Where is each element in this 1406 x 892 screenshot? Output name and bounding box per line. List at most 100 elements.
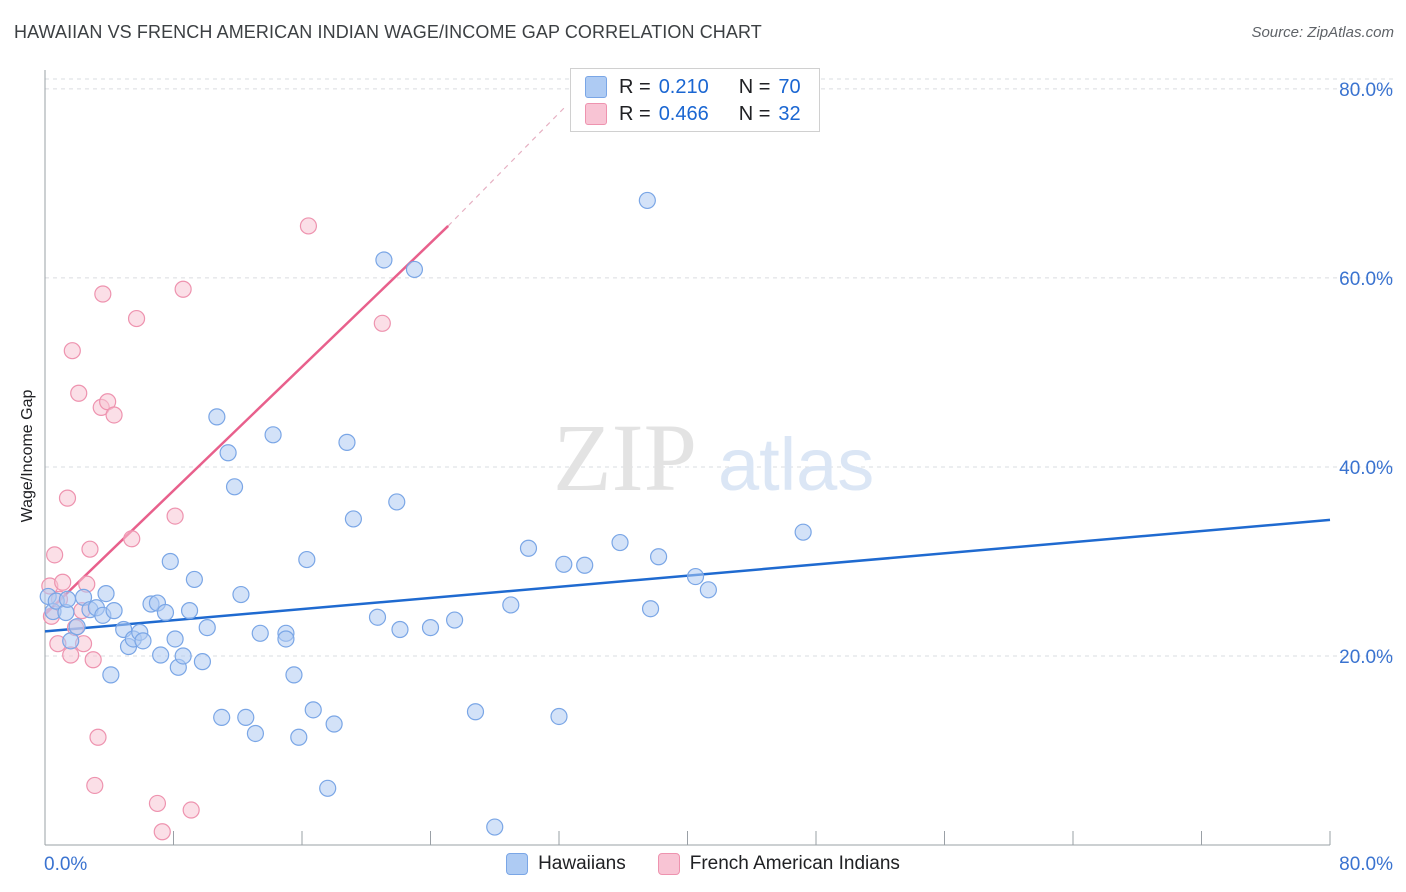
data-point-hawaiians	[641, 600, 660, 618]
data-point-hawaiians	[251, 624, 269, 642]
data-point-hawaiians	[375, 251, 393, 269]
data-point-french-american-indians	[94, 285, 112, 303]
data-point-hawaiians	[180, 602, 199, 620]
r-label: R =	[619, 75, 651, 98]
data-point-hawaiians	[264, 426, 282, 444]
data-point-hawaiians	[368, 608, 387, 626]
data-point-hawaiians	[576, 556, 594, 574]
y-tick-label: 60.0%	[1339, 269, 1393, 290]
data-point-french-american-indians	[174, 280, 192, 298]
data-point-hawaiians	[519, 539, 538, 557]
watermark-logo: ZIP atlas	[553, 404, 874, 511]
series-french-american-indians-points	[41, 217, 391, 841]
r-value: 0.466	[658, 102, 709, 125]
data-point-hawaiians	[421, 619, 440, 637]
data-point-french-american-indians	[153, 823, 171, 841]
french-american-indians-trend-extension	[447, 104, 568, 227]
data-point-french-american-indians	[46, 546, 64, 564]
data-point-french-american-indians	[58, 489, 77, 507]
correlation-legend: R = 0.210 N = 70 R = 0.466 N = 32	[570, 68, 820, 132]
data-point-hawaiians	[152, 646, 170, 664]
data-point-hawaiians	[208, 408, 226, 426]
data-point-hawaiians	[555, 555, 573, 573]
hawaiians-swatch	[585, 76, 607, 98]
chart-title: HAWAIIAN VS FRENCH AMERICAN INDIAN WAGE/…	[14, 22, 762, 42]
data-point-hawaiians	[232, 585, 250, 604]
series-hawaiians-points	[39, 191, 812, 836]
data-point-hawaiians	[502, 596, 520, 614]
y-tick-label: 40.0%	[1339, 458, 1393, 479]
n-value: 32	[778, 102, 801, 125]
data-point-hawaiians	[134, 632, 152, 650]
data-point-hawaiians	[213, 708, 231, 727]
x-tick-labels: 0.0% 80.0%	[44, 854, 1393, 875]
data-point-french-american-indians	[86, 776, 104, 795]
data-point-french-american-indians	[54, 573, 72, 591]
data-point-hawaiians	[304, 701, 322, 719]
n-value: 70	[778, 75, 801, 98]
y-tick-labels: 20.0% 40.0% 60.0% 80.0%	[1339, 80, 1393, 668]
data-point-hawaiians	[649, 548, 668, 566]
y-tick-label: 80.0%	[1339, 80, 1393, 101]
watermark-zip: ZIP	[553, 404, 697, 511]
data-point-hawaiians	[391, 620, 409, 639]
data-point-hawaiians	[285, 666, 303, 684]
data-point-hawaiians	[198, 619, 216, 637]
data-point-hawaiians	[246, 724, 265, 743]
source-label: Source: ZipAtlas.com	[1251, 24, 1394, 41]
data-point-hawaiians	[161, 552, 179, 571]
data-point-hawaiians	[68, 618, 86, 636]
data-point-hawaiians	[237, 708, 255, 727]
data-point-french-american-indians	[148, 794, 167, 813]
x-tick-label: 80.0%	[1339, 854, 1393, 875]
data-point-hawaiians	[105, 602, 123, 620]
legend-item-hawaiians[interactable]: Hawaiians	[506, 853, 626, 875]
data-point-hawaiians	[466, 703, 485, 721]
data-point-hawaiians	[58, 590, 77, 608]
n-label: N =	[738, 102, 771, 125]
trend-lines	[44, 104, 1331, 633]
data-point-french-american-indians	[373, 314, 391, 332]
data-point-hawaiians	[219, 444, 237, 462]
data-point-french-american-indians	[127, 309, 146, 328]
data-point-french-american-indians	[299, 217, 318, 235]
data-point-french-american-indians	[89, 728, 107, 746]
data-point-hawaiians	[319, 779, 337, 797]
data-point-hawaiians	[550, 707, 568, 726]
legend-label: French American Indians	[689, 853, 900, 874]
data-point-hawaiians	[638, 191, 656, 210]
data-point-hawaiians	[486, 818, 504, 836]
data-point-hawaiians	[344, 510, 362, 528]
x-tick-label: 0.0%	[44, 854, 87, 875]
data-point-french-american-indians	[63, 342, 81, 360]
data-point-french-american-indians	[84, 651, 102, 669]
data-point-hawaiians	[338, 433, 356, 451]
hawaiians-swatch	[506, 853, 529, 875]
data-point-hawaiians	[62, 632, 80, 650]
french-american-indians-swatch	[585, 103, 607, 125]
data-point-french-american-indians	[81, 540, 99, 558]
french-american-indians-swatch	[657, 853, 680, 875]
n-label: N =	[738, 75, 771, 98]
data-point-hawaiians	[174, 647, 192, 665]
data-point-hawaiians	[388, 493, 406, 511]
data-point-hawaiians	[794, 523, 812, 541]
data-point-hawaiians	[277, 630, 295, 648]
data-point-hawaiians	[611, 533, 629, 552]
data-point-hawaiians	[193, 653, 212, 671]
data-point-hawaiians	[686, 567, 705, 586]
legend-label: Hawaiians	[538, 853, 626, 874]
data-point-hawaiians	[225, 478, 244, 496]
data-point-hawaiians	[298, 550, 316, 569]
watermark-atlas: atlas	[718, 423, 874, 506]
axes	[44, 70, 1331, 846]
data-point-hawaiians	[185, 570, 203, 589]
legend-item-french-american-indians[interactable]: French American Indians	[657, 853, 900, 875]
legend-row-french-american-indians: R = 0.466 N = 32	[585, 102, 801, 126]
data-point-hawaiians	[102, 666, 120, 684]
data-point-hawaiians	[699, 581, 717, 599]
french-american-indians-trend-line	[44, 225, 450, 616]
r-value: 0.210	[658, 75, 709, 98]
legend-row-hawaiians: R = 0.210 N = 70	[585, 75, 801, 99]
